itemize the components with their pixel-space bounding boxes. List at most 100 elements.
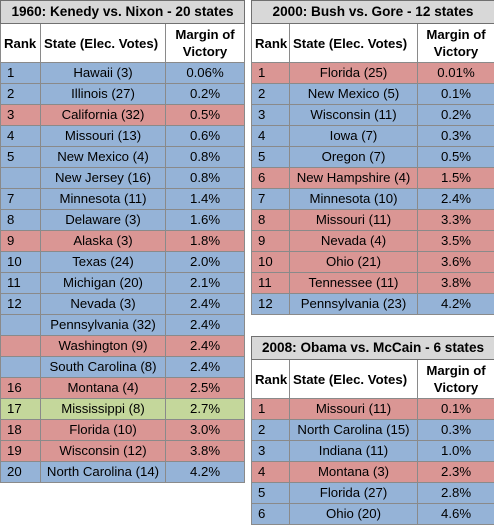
table-row: 11 Michigan (20) 2.1% — [0, 272, 246, 294]
rank-cell: 1 — [251, 398, 290, 420]
state-cell: Florida (27) — [289, 482, 418, 504]
margin-cell: 0.3% — [416, 419, 494, 441]
margin-cell: 2.4% — [164, 335, 246, 357]
state-cell: Missouri (11) — [289, 398, 418, 420]
rank-cell — [0, 356, 41, 378]
table-row: 6 Ohio (20) 4.6% — [251, 503, 494, 525]
rank-cell: 5 — [251, 146, 290, 168]
table-row: 1 Hawaii (3) 0.06% — [0, 62, 246, 84]
table-row: 10 Ohio (21) 3.6% — [251, 251, 494, 273]
margin-cell: 3.8% — [416, 272, 494, 294]
margin-cell: 1.8% — [164, 230, 246, 252]
state-cell: Indiana (11) — [289, 440, 418, 462]
state-cell: Missouri (11) — [289, 209, 418, 231]
margin-cell: 2.0% — [164, 251, 246, 273]
rank-cell: 6 — [251, 503, 290, 525]
margin-cell: 1.5% — [416, 167, 494, 189]
margin-cell: 2.5% — [164, 377, 246, 399]
rank-cell: 20 — [0, 461, 41, 483]
rank-cell: 10 — [251, 251, 290, 273]
rank-cell: 2 — [0, 83, 41, 105]
margin-cell: 0.1% — [416, 83, 494, 105]
table-row: 2 North Carolina (15) 0.3% — [251, 419, 494, 441]
state-cell: Pennsylvania (32) — [40, 314, 166, 336]
state-cell: Minnesota (11) — [40, 188, 166, 210]
table-row: 9 Alaska (3) 1.8% — [0, 230, 246, 252]
header-state: State (Elec. Votes) — [289, 23, 418, 63]
margin-cell: 2.7% — [164, 398, 246, 420]
state-cell: Delaware (3) — [40, 209, 166, 231]
rank-cell: 8 — [251, 209, 290, 231]
table-row: 4 Iowa (7) 0.3% — [251, 125, 494, 147]
rank-cell — [0, 335, 41, 357]
rank-cell: 5 — [0, 146, 41, 168]
rank-cell: 9 — [0, 230, 41, 252]
state-cell: Iowa (7) — [289, 125, 418, 147]
margin-cell: 0.06% — [164, 62, 246, 84]
table-row: Pennsylvania (32) 2.4% — [0, 314, 246, 336]
rank-cell: 2 — [251, 83, 290, 105]
state-cell: Washington (9) — [40, 335, 166, 357]
margin-cell: 1.0% — [416, 440, 494, 462]
margin-cell: 2.4% — [416, 188, 494, 210]
state-cell: Mississippi (8) — [40, 398, 166, 420]
table-row: 11 Tennessee (11) 3.8% — [251, 272, 494, 294]
margin-cell: 0.01% — [416, 62, 494, 84]
table-title: 2008: Obama vs. McCain - 6 states — [250, 336, 494, 360]
header-row: Rank State (Elec. Votes) Margin of Victo… — [251, 23, 494, 63]
state-cell: Montana (4) — [40, 377, 166, 399]
state-cell: New Mexico (4) — [40, 146, 166, 168]
state-cell: Nevada (3) — [40, 293, 166, 315]
table-1960: 1960: Kenedy vs. Nixon - 20 states Rank … — [0, 0, 246, 483]
table-2000: 2000: Bush vs. Gore - 12 states Rank Sta… — [250, 0, 494, 315]
margin-cell: 3.8% — [164, 440, 246, 462]
header-margin: Margin of Victory — [416, 23, 494, 63]
state-cell: North Carolina (15) — [289, 419, 418, 441]
table-row: 4 Missouri (13) 0.6% — [0, 125, 246, 147]
state-cell: Ohio (21) — [289, 251, 418, 273]
table-row: 3 California (32) 0.5% — [0, 104, 246, 126]
state-cell: Pennsylvania (23) — [289, 293, 418, 315]
state-cell: Texas (24) — [40, 251, 166, 273]
table-title-row: 1960: Kenedy vs. Nixon - 20 states — [0, 0, 246, 24]
rank-cell: 11 — [0, 272, 41, 294]
rank-cell: 10 — [0, 251, 41, 273]
rank-cell: 17 — [0, 398, 41, 420]
state-cell: Nevada (4) — [289, 230, 418, 252]
rank-cell: 1 — [0, 62, 41, 84]
state-cell: Wisconsin (11) — [289, 104, 418, 126]
margin-cell: 2.8% — [416, 482, 494, 504]
margin-cell: 0.5% — [416, 146, 494, 168]
table-row: 8 Missouri (11) 3.3% — [251, 209, 494, 231]
rank-cell: 3 — [251, 440, 290, 462]
table-title-row: 2008: Obama vs. McCain - 6 states — [250, 336, 494, 360]
table-title: 2000: Bush vs. Gore - 12 states — [250, 0, 494, 24]
state-cell: Florida (25) — [289, 62, 418, 84]
state-cell: New Jersey (16) — [40, 167, 166, 189]
margin-cell: 0.2% — [416, 104, 494, 126]
table-row: 2 Illinois (27) 0.2% — [0, 83, 246, 105]
rank-cell: 12 — [251, 293, 290, 315]
table-row: 10 Texas (24) 2.0% — [0, 251, 246, 273]
table-row: 12 Nevada (3) 2.4% — [0, 293, 246, 315]
margin-cell: 4.6% — [416, 503, 494, 525]
rank-cell: 7 — [0, 188, 41, 210]
table-row: 19 Wisconsin (12) 3.8% — [0, 440, 246, 462]
margin-cell: 2.4% — [164, 314, 246, 336]
state-cell: Illinois (27) — [40, 83, 166, 105]
table-title: 1960: Kenedy vs. Nixon - 20 states — [0, 0, 246, 24]
header-rank: Rank — [251, 359, 290, 399]
margin-cell: 1.4% — [164, 188, 246, 210]
rank-cell — [0, 314, 41, 336]
table-title-row: 2000: Bush vs. Gore - 12 states — [250, 0, 494, 24]
rank-cell: 3 — [251, 104, 290, 126]
state-cell: New Mexico (5) — [289, 83, 418, 105]
table-row: 5 New Mexico (4) 0.8% — [0, 146, 246, 168]
rank-cell: 11 — [251, 272, 290, 294]
table-row: 5 Florida (27) 2.8% — [251, 482, 494, 504]
header-rank: Rank — [251, 23, 290, 63]
rank-cell: 18 — [0, 419, 41, 441]
state-cell: New Hampshire (4) — [289, 167, 418, 189]
margin-cell: 0.2% — [164, 83, 246, 105]
table-row: 5 Oregon (7) 0.5% — [251, 146, 494, 168]
